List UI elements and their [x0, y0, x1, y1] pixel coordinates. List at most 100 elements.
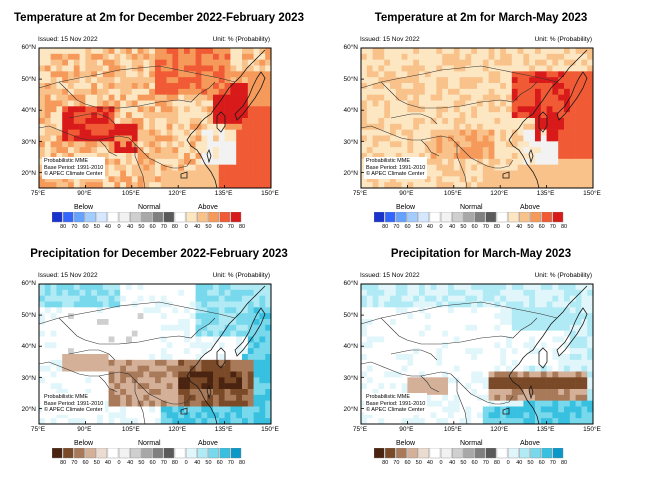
grid-cell: [79, 71, 86, 78]
grid-cell: [546, 118, 553, 125]
lon-label: 120°E: [490, 426, 509, 433]
grid-cell: [120, 100, 127, 107]
grid-cell: [500, 118, 507, 125]
grid-cell: [68, 53, 75, 60]
grid-cell: [575, 406, 582, 413]
grid-cell: [178, 77, 185, 84]
grid-cell: [201, 77, 208, 84]
grid-cell: [155, 295, 162, 302]
grid-cell: [160, 307, 167, 314]
colorbar-tick: 80: [171, 224, 178, 230]
grid-cell: [546, 394, 553, 401]
grid-cell: [395, 359, 402, 366]
grid-cell: [482, 164, 489, 171]
grid-cell: [189, 118, 196, 125]
grid-cell: [108, 307, 115, 314]
grid-cell: [247, 406, 254, 413]
grid-cell: [471, 123, 478, 130]
grid-cell: [569, 53, 576, 60]
grid-cell: [448, 400, 455, 407]
grid-cell: [419, 301, 426, 308]
grid-cell: [540, 365, 547, 372]
grid-cell: [401, 330, 408, 337]
grid-cell: [126, 112, 133, 119]
grid-cell: [535, 365, 542, 372]
grid-cell: [523, 164, 530, 171]
grid-cell: [91, 77, 98, 84]
grid-cell: [384, 153, 391, 160]
grid-cell: [430, 389, 437, 396]
grid-cell: [230, 170, 237, 177]
grid-cell: [172, 153, 179, 160]
colorbar-swatch: [396, 212, 407, 223]
grid-cell: [189, 406, 196, 413]
grid-cell: [149, 112, 156, 119]
grid-cell: [195, 147, 202, 154]
grid-cell: [242, 383, 249, 390]
grid-cell: [419, 377, 426, 384]
grid-cell: [137, 164, 144, 171]
grid-cell: [178, 295, 185, 302]
grid-cell: [395, 342, 402, 349]
grid-cell: [453, 348, 460, 355]
grid-cell: [535, 53, 542, 60]
lat-label: 20°N: [343, 406, 358, 413]
grid-cell: [201, 371, 208, 378]
grid-cell: [68, 330, 75, 337]
grid-cell: [558, 118, 565, 125]
grid-cell: [189, 53, 196, 60]
grid-cell: [184, 176, 191, 183]
grid-cell: [247, 307, 254, 314]
grid-cell: [372, 48, 379, 55]
grid-cell: [477, 342, 484, 349]
grid-cell: [459, 77, 466, 84]
grid-cell: [575, 106, 582, 113]
grid-cell: [488, 371, 495, 378]
grid-cell: [477, 284, 484, 291]
grid-cell: [259, 153, 266, 160]
grid-cell: [73, 182, 80, 189]
grid-cell: [581, 371, 588, 378]
grid-cell: [500, 59, 507, 66]
grid-cell: [546, 170, 553, 177]
grid-cell: [207, 100, 214, 107]
border-line: [360, 65, 558, 89]
grid-cell: [230, 53, 237, 60]
grid-cell: [442, 182, 449, 189]
grid-cell: [97, 129, 104, 136]
grid-cell: [68, 418, 75, 425]
grid-cell: [372, 377, 379, 384]
grid-cell: [517, 354, 524, 361]
grid-cell: [195, 176, 202, 183]
grid-cell: [361, 371, 368, 378]
grid-cell: [259, 106, 266, 113]
grid-cell: [477, 365, 484, 372]
grid-cell: [430, 365, 437, 372]
grid-cell: [552, 389, 559, 396]
grid-cell: [401, 354, 408, 361]
grid-cell: [56, 176, 63, 183]
grid-cell: [395, 59, 402, 66]
grid-cell: [453, 106, 460, 113]
grid-cell: [482, 365, 489, 372]
grid-cell: [166, 88, 173, 95]
grid-cell: [143, 336, 150, 343]
colorbar-swatch: [197, 212, 208, 223]
grid-cell: [102, 324, 109, 331]
grid-cell: [131, 71, 138, 78]
grid-cell: [189, 377, 196, 384]
grid-cell: [465, 284, 472, 291]
grid-cell: [482, 176, 489, 183]
grid-cell: [378, 359, 385, 366]
grid-cell: [166, 389, 173, 396]
grid-cell: [546, 354, 553, 361]
grid-cell: [102, 77, 109, 84]
grid-cell: [529, 129, 536, 136]
grid-cell: [213, 348, 220, 355]
grid-cell: [500, 129, 507, 136]
grid-cell: [143, 400, 150, 407]
grid-cell: [436, 65, 443, 72]
grid-cell: [39, 336, 46, 343]
grid-cell: [587, 112, 594, 119]
grid-cell: [207, 77, 214, 84]
